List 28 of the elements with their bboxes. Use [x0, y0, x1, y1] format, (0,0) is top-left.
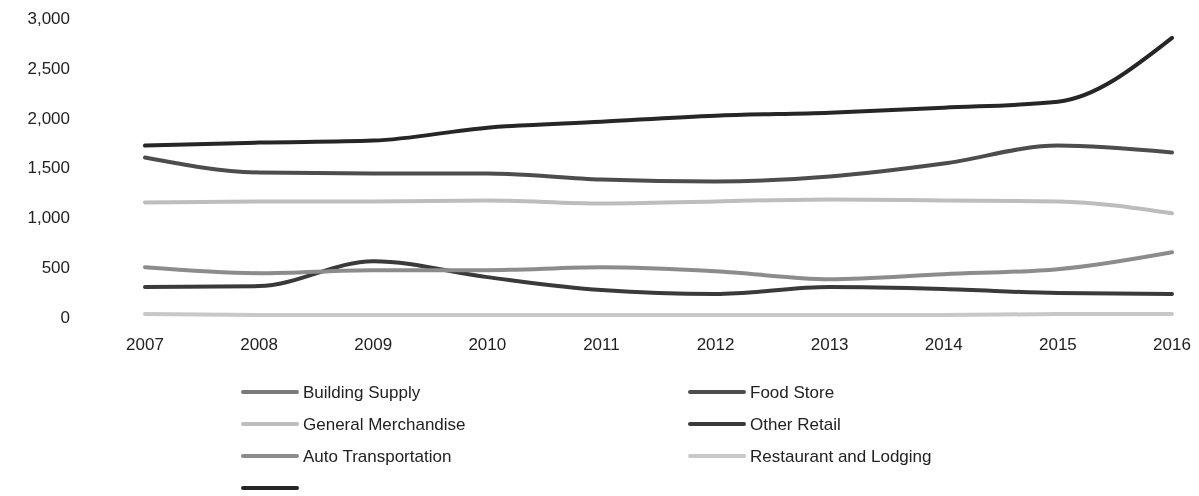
y-tick-label: 1,000 — [27, 208, 70, 228]
legend-label: Food Store — [750, 382, 835, 402]
y-tick-label: 1,500 — [27, 158, 70, 178]
x-tick-label: 2016 — [1153, 335, 1191, 354]
legend-label: Restaurant and Lodging — [750, 446, 932, 466]
legend-label: Building Supply — [303, 382, 421, 402]
legend-label: Auto Transportation — [303, 446, 452, 466]
x-tick-label: 2010 — [468, 335, 507, 354]
y-tick-label: 2,000 — [27, 108, 70, 128]
legend-label: General Merchandise — [303, 414, 466, 434]
x-tick-label: 2014 — [924, 335, 963, 354]
y-tick-label: 500 — [41, 258, 70, 278]
legend-label: Other Retail — [750, 414, 841, 434]
x-tick-label: 2008 — [240, 335, 279, 354]
x-tick-label: 2011 — [583, 335, 620, 354]
x-tick-label: 2013 — [810, 335, 849, 354]
line-series — [143, 259, 1174, 297]
line-series — [143, 143, 1174, 184]
line-series — [143, 250, 1174, 282]
y-tick-label: 2,500 — [27, 58, 70, 78]
x-tick-label: 2007 — [126, 335, 164, 354]
y-tick-label: 0 — [60, 307, 70, 327]
line-series — [143, 35, 1174, 148]
line-series — [143, 197, 1174, 216]
y-tick-label: 3,000 — [27, 8, 70, 28]
x-tick-label: 2009 — [354, 335, 393, 354]
x-tick-label: 2012 — [696, 335, 735, 354]
x-tick-label: 2015 — [1038, 335, 1077, 354]
